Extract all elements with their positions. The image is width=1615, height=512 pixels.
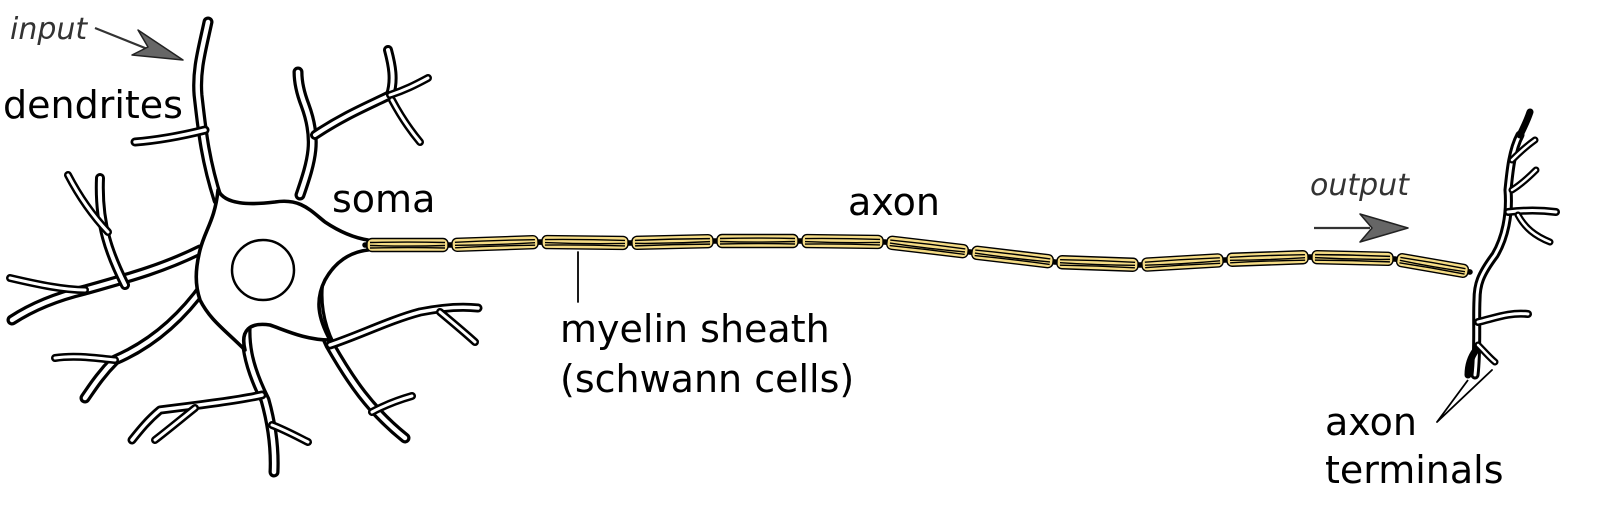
dendrites-label: dendrites: [3, 83, 183, 127]
axon-terminals-branch: [1464, 108, 1560, 380]
labels: input dendrites soma axon myelin sheath …: [3, 12, 1504, 492]
output-arrow-icon: [1359, 213, 1409, 243]
input-arrow-shaft: [94, 26, 151, 52]
axon-terminals-label-line1: axon: [1325, 400, 1417, 444]
myelin-segment: [1226, 250, 1309, 267]
myelin-sheath: [366, 233, 1470, 278]
annotation-lines: [94, 26, 1493, 423]
axon-label: axon: [848, 180, 940, 224]
axon-terminals-label-line2: terminals: [1325, 448, 1504, 492]
soma-label: soma: [332, 177, 435, 221]
myelin-segment: [801, 233, 884, 250]
input-label: input: [10, 12, 88, 47]
neuron-cell-body-group: [6, 16, 483, 478]
myelin-segment: [451, 235, 539, 252]
myelin-segment: [1141, 253, 1224, 272]
myelin-segment: [541, 234, 629, 251]
myelin-segment: [1395, 253, 1470, 278]
input-arrow-icon: [131, 29, 184, 61]
myelin-segment: [366, 237, 449, 253]
dendrite-branches: [6, 16, 483, 478]
myelin-segment: [631, 233, 714, 251]
dendrite-lower-right: [312, 269, 411, 444]
myelin-label-line2: (schwann cells): [560, 357, 854, 401]
nucleus: [230, 238, 296, 302]
terminals-pointer-line: [1436, 369, 1493, 423]
axon-group: [362, 108, 1560, 380]
myelin-segment: [1311, 249, 1394, 267]
myelin-segment: [716, 233, 799, 249]
myelin-segment: [971, 245, 1054, 269]
myelin-segment: [1056, 255, 1139, 272]
myelin-segment: [886, 235, 969, 259]
myelin-label-line1: myelin sheath: [560, 307, 830, 351]
output-label: output: [1310, 168, 1410, 203]
